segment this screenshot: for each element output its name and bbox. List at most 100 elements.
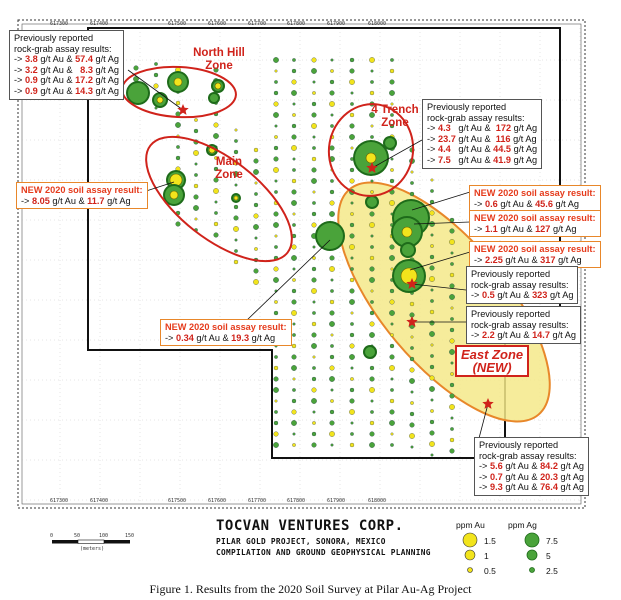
sample-dot [274,179,278,183]
sample-dot [389,90,395,96]
sample-dot [390,377,394,381]
title-block: TOCVAN VENTURES CORP. PILAR GOLD PROJECT… [216,518,431,557]
sample-dot [291,288,297,294]
ag-value: 45.6 [535,198,553,209]
sample-dot [292,157,296,161]
unit-text: g/t Ag [249,332,276,343]
sample-dot [449,349,455,355]
sample-dot [429,331,435,337]
callout-header: rock-grab assay results: [471,319,569,330]
sample-dot [349,123,355,129]
sample-dot [311,123,317,129]
au-anomaly-circle [365,152,377,164]
sample-dot [175,111,181,117]
sample-dot [194,217,198,221]
scale-unit: (meters) [80,546,105,552]
bottom-tick-label: 617400 [90,498,109,504]
sample-dot [450,427,454,431]
sample-dot [449,327,455,333]
callout-header: NEW 2020 soil assay result: [21,185,143,195]
sample-dot [311,57,317,63]
legend-au-level: 1.5 [484,536,496,546]
au-value: 0.6 [484,198,498,209]
sample-dot [312,91,316,95]
unit-text: g/t Au & [450,154,494,165]
east-zone-text: East Zone [461,347,524,362]
sample-dot [389,398,395,404]
callout-east-prev-2: Previously reported rock-grab assay resu… [466,306,582,344]
au-value: 9.3 [489,482,503,493]
au-value: 4.3 [437,123,451,134]
sample-dot [370,289,374,293]
au-anomaly-circle [214,82,222,90]
arrow-text: -> [471,330,482,341]
sample-dot [291,244,297,250]
au-value: 0.7 [489,471,503,482]
arrow-text: -> [479,482,490,493]
sample-dot [389,365,395,371]
au-value: 5.6 [489,461,503,472]
leader-line [411,191,471,211]
legend-au-level: 0.5 [484,566,496,576]
unit-text: g/t Au & [455,133,496,144]
sample-dot [329,79,335,85]
sample-dot [291,420,297,426]
sample-dot [369,266,375,272]
sample-dot [291,134,297,140]
arrow-text: -> [14,85,25,96]
sample-dot [429,364,435,370]
callout-east-prev-1: Previously reported rock-grab assay resu… [466,266,579,304]
four-trench-zone-ellipse [327,103,415,197]
sample-dot [292,388,296,392]
sample-dot [274,69,278,73]
callout-row: -> 3.8 g/t Au & 57.4 g/t Ag [14,54,119,65]
sample-dot [329,431,335,437]
sample-dot [311,442,317,448]
sample-dot [292,223,296,227]
sample-dot [273,365,279,371]
sample-dot [430,354,434,358]
sample-dot [390,102,394,106]
sample-dot [311,321,317,327]
east-zone-label: East Zone (NEW) [455,345,530,377]
sample-dot [390,432,394,436]
unit-text: g/t Au & [450,123,496,134]
sample-dot [330,388,334,392]
four-trench-zone-text: 4 Trench Zone [371,104,419,129]
sample-dot [329,211,335,217]
sample-dot [273,57,279,63]
sample-dot [329,376,335,382]
ag-value: 44.5 [493,144,512,155]
sample-dot [389,178,395,184]
sample-dot [389,68,395,74]
sample-dot [311,222,317,228]
sample-dot [330,443,334,447]
sample-dot [234,139,238,143]
callout-four-trench: Previously reported rock-grab assay resu… [422,99,543,169]
sample-dot [370,190,374,194]
figure-caption: Figure 1. Results from the 2020 Soil Sur… [149,582,472,596]
sample-dot [291,299,297,305]
callout-header: rock-grab assay results: [479,450,577,461]
sample-dot [350,91,354,95]
sample-dot [389,123,395,129]
sample-dot [213,67,219,73]
leader-line [244,239,331,323]
sample-dot [390,157,394,161]
ag-value: 116 [495,133,511,144]
sample-dot [350,421,354,425]
sample-dot [292,113,296,117]
unit-text: g/t Au & [494,330,533,341]
sample-dot [311,343,317,349]
sample-dot [194,118,198,122]
map-subtitle: COMPILATION AND GROUND GEOPHYSICAL PLANN… [216,548,431,557]
bottom-tick-label: 617700 [248,498,267,504]
unit-text: g/t Ag [511,123,538,134]
callout-row: -> 0.6 g/t Au & 45.6 g/t Ag [474,199,596,210]
sample-dot [312,146,316,150]
callout-header: Previously reported [479,440,559,450]
bottom-tick-label: 617300 [50,498,69,504]
sample-dot [349,79,355,85]
sample-dot [389,310,395,316]
sample-dot [349,299,355,305]
